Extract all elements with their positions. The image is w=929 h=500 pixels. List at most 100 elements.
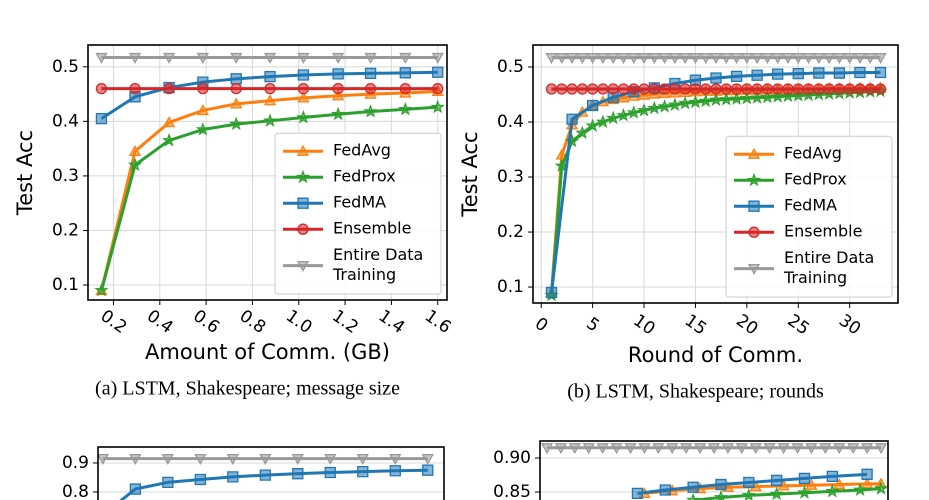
marker — [749, 443, 762, 455]
marker — [264, 70, 276, 83]
marker — [797, 485, 812, 499]
marker — [263, 52, 277, 64]
marker — [833, 53, 846, 64]
marker — [729, 91, 744, 105]
marker — [617, 83, 630, 95]
marker — [708, 92, 724, 107]
marker — [399, 67, 411, 79]
marker — [430, 99, 445, 114]
marker — [196, 52, 209, 64]
x-tick-label: 0.4 — [143, 306, 177, 338]
marker — [770, 474, 783, 487]
marker — [575, 125, 590, 140]
marker — [772, 68, 784, 80]
y-tick-label: 0.85 — [493, 482, 531, 500]
marker — [196, 104, 209, 116]
marker — [751, 53, 764, 64]
marker — [730, 70, 743, 83]
marker — [777, 443, 790, 455]
marker — [781, 53, 795, 64]
marker — [798, 472, 811, 485]
legend-label: FedAvg — [333, 141, 391, 160]
marker — [226, 453, 239, 465]
marker — [565, 133, 580, 148]
marker — [566, 83, 578, 95]
legend-box — [274, 132, 442, 295]
marker — [297, 197, 309, 209]
marker — [297, 83, 310, 95]
marker — [162, 116, 176, 128]
marker — [127, 157, 143, 172]
marker — [792, 67, 804, 80]
marker — [389, 453, 402, 465]
marker — [689, 53, 702, 64]
subplot: 0.1 0.2 0.3 0.4 0.5 0 5 10 15 20 25 30 Test Acc Round… — [458, 44, 899, 403]
marker — [780, 88, 796, 103]
x-tick-label: 0.6 — [189, 306, 223, 338]
subplot: 0.1 0.2 0.3 0.4 0.5 0.2 0.4 0.6 0.8 1.0 1.2 1.4 1.6 T… — [13, 44, 455, 400]
marker — [770, 89, 785, 103]
marker — [162, 476, 174, 489]
marker — [262, 113, 278, 127]
marker — [823, 53, 836, 64]
marker — [813, 83, 825, 95]
marker — [606, 110, 621, 125]
legend-label: FedMA — [784, 196, 837, 215]
marker — [431, 52, 444, 64]
legend-label: Entire Data Training — [332, 245, 423, 284]
marker — [687, 481, 699, 493]
marker — [626, 105, 641, 119]
marker — [627, 53, 640, 64]
marker — [715, 478, 727, 491]
marker — [874, 443, 888, 455]
marker — [128, 145, 142, 157]
marker — [421, 453, 434, 465]
marker — [161, 453, 174, 465]
marker — [802, 53, 815, 64]
marker — [792, 83, 804, 95]
marker — [853, 53, 867, 64]
marker — [586, 83, 599, 95]
marker — [356, 453, 369, 465]
marker — [230, 83, 242, 95]
marker — [617, 91, 630, 103]
marker — [772, 83, 784, 95]
marker — [813, 67, 825, 79]
marker — [296, 144, 310, 156]
y-tick-label: 0.1 — [497, 277, 524, 297]
marker — [195, 122, 210, 136]
legend-label: FedAvg — [784, 144, 842, 163]
y-tick-label: 0.9 — [62, 453, 89, 473]
marker — [761, 53, 774, 64]
subplot: 0.8 0.9 — [62, 446, 445, 500]
marker — [398, 101, 413, 116]
marker — [688, 94, 703, 109]
marker — [819, 443, 832, 455]
plot-frame — [532, 44, 899, 304]
y-tick-label: 0.4 — [497, 112, 524, 132]
y-tick-label: 0.2 — [52, 220, 79, 240]
marker — [750, 90, 765, 104]
marker — [297, 69, 310, 81]
marker — [357, 465, 369, 478]
marker — [761, 83, 774, 95]
y-tick-label: 0.2 — [497, 222, 524, 242]
marker — [597, 83, 609, 95]
marker — [638, 443, 651, 455]
marker — [95, 112, 108, 125]
marker — [743, 476, 755, 489]
caption: (a) LSTM, Shakespeare; message size — [95, 378, 400, 400]
marker — [555, 53, 568, 64]
marker — [628, 83, 640, 95]
marker — [363, 104, 378, 118]
marker — [129, 483, 142, 495]
marker — [129, 83, 141, 95]
marker — [730, 53, 743, 64]
marker — [586, 53, 599, 64]
marker — [648, 83, 660, 95]
marker — [771, 53, 784, 64]
marker — [162, 52, 176, 64]
marker — [792, 53, 805, 64]
marker — [689, 83, 702, 95]
x-axis-label: Amount of Comm. (GB) — [145, 340, 390, 364]
